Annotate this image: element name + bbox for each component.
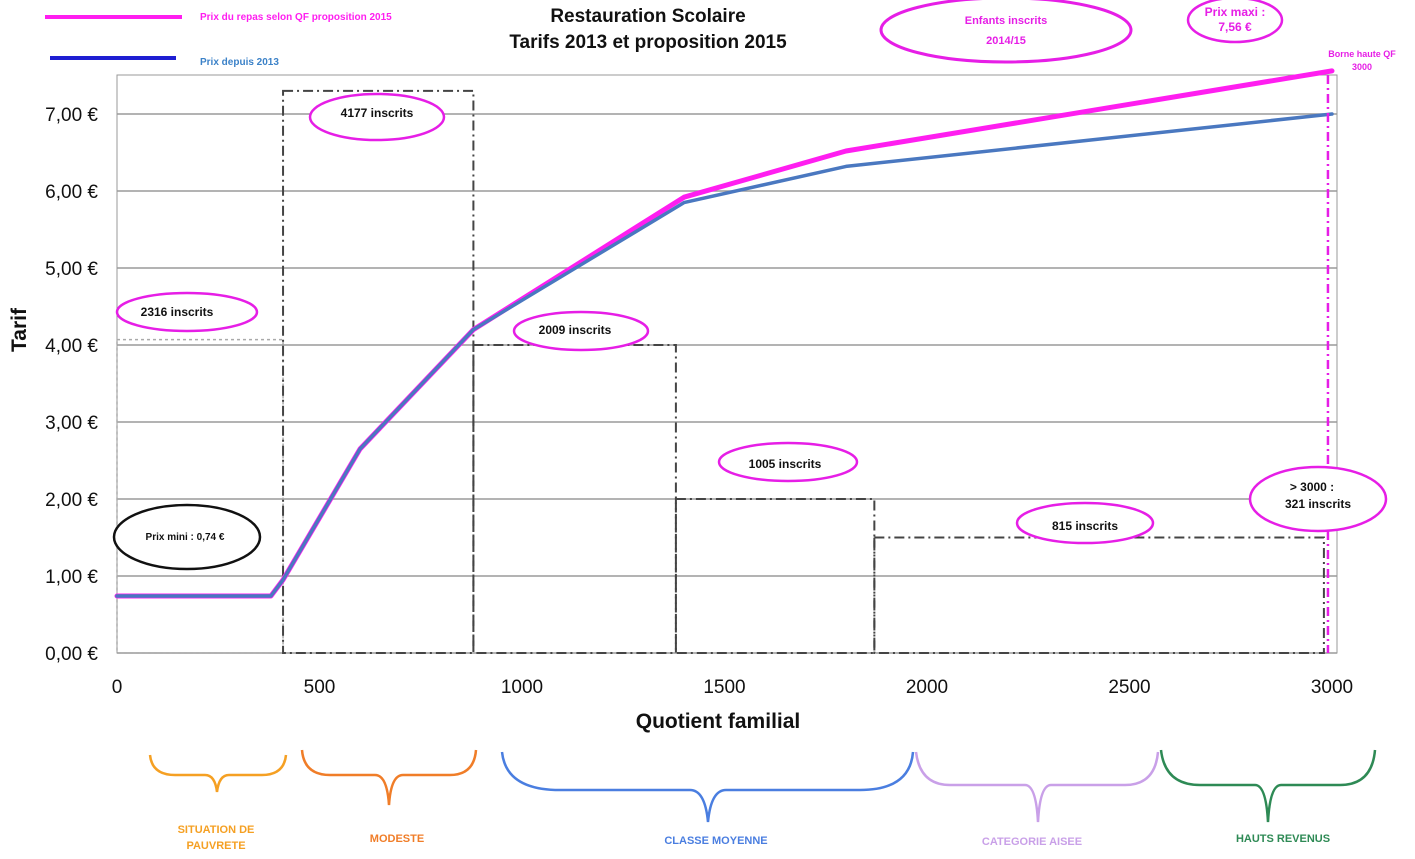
bracket-box-1 [282,89,475,654]
y-tick-labels: 0,00 € 1,00 € 2,00 € 3,00 € 4,00 € 5,00 € 6,00… [45,105,98,665]
segment-3-brace [914,751,1160,823]
x-tick-label: 2000 [906,677,948,698]
x-tick-label: 0 [112,677,123,698]
segment-4-label-line1: HAUTS REVENUS [1236,833,1330,845]
y-tick-label: 0,00 € [45,644,98,665]
chart-title-line1: Restauration Scolaire [550,6,745,27]
series-line-1 [115,112,1334,598]
bracket-label-4: 815 inscrits [1015,501,1155,545]
x-axis-title: Quotient familial [636,710,801,733]
population-brackets [116,89,1325,654]
prix-maxi-line1: Prix maxi : [1205,5,1266,19]
legend-label-2015: Prix du repas selon QF proposition 2015 [200,12,392,23]
y-tick-label: 1,00 € [45,567,98,588]
bracket-label-2: 2009 inscrits [512,310,650,352]
x-tick-label: 1500 [703,677,745,698]
bracket-label-3: 1005 inscrits [717,441,859,483]
y-tick-label: 5,00 € [45,259,98,280]
enfants-inscrits-line2: 2014/15 [986,35,1026,47]
grid-lines [117,113,1337,654]
y-tick-label: 4,00 € [45,336,98,357]
segment-0-label-line2: PAUVRETE [186,840,245,852]
chart-title-line2: Tarifs 2013 et proposition 2015 [509,32,787,53]
bracket-label-4-text: 815 inscrits [1052,519,1118,533]
prix-maxi-line2: 7,56 € [1218,20,1252,34]
segment-4: HAUTS REVENUS [1159,749,1377,845]
segment-3: CATEGORIE AISEE [914,751,1160,848]
above-3000-line2: 321 inscrits [1285,497,1351,511]
y-tick-label: 7,00 € [45,105,98,126]
segment-4-brace [1159,749,1377,823]
prix-mini-callout: Prix mini : 0,74 € [112,503,262,571]
borne-haute-line2: 3000 [1352,62,1372,72]
legend-label-2013: Prix depuis 2013 [200,57,279,68]
segment-2-brace [500,751,915,823]
segment-1: MODESTE [300,749,478,845]
segment-2-label-line1: CLASSE MOYENNE [664,835,767,847]
segment-2: CLASSE MOYENNE [500,751,915,847]
x-tick-label: 500 [304,677,336,698]
plot-area [116,74,1338,654]
prix-maxi-callout: Prix maxi : 7,56 € [1186,0,1284,44]
y-axis-title: Tarif [8,307,31,352]
series-lines [114,68,1335,599]
borne-haute-line1: Borne haute QF [1328,49,1396,59]
segment-1-brace [300,749,478,806]
y-tick-label: 2,00 € [45,490,98,511]
above-3000-callout: > 3000 : 321 inscrits [1248,465,1388,533]
segment-0: SITUATION DE PAUVRETE [148,754,288,852]
enfants-inscrits-line1: Enfants inscrits [965,15,1048,27]
segment-1-label-line1: MODESTE [370,833,424,845]
segment-3-label-line1: CATEGORIE AISEE [982,836,1082,848]
enfants-inscrits-callout: Enfants inscrits 2014/15 [879,0,1133,64]
x-tick-label: 2500 [1108,677,1150,698]
x-tick-labels: 0 500 1000 1500 2000 2500 3000 [112,677,1353,698]
bracket-box-0 [116,338,284,654]
segment-0-brace [148,754,288,793]
bracket-label-2-text: 2009 inscrits [539,323,612,337]
bracket-label-1: 4177 inscrits [308,92,446,142]
y-tick-label: 3,00 € [45,413,98,434]
bracket-label-0: 2316 inscrits [115,291,259,333]
above-3000-line1: > 3000 : [1290,480,1334,494]
bracket-label-1-text: 4177 inscrits [341,106,414,120]
x-tick-label: 3000 [1311,677,1353,698]
bracket-box-3 [674,498,876,654]
bracket-box-4 [873,536,1325,654]
bracket-label-0-text: 2316 inscrits [141,305,214,319]
y-tick-label: 6,00 € [45,182,98,203]
x-tick-label: 1000 [501,677,543,698]
bracket-label-3-text: 1005 inscrits [749,457,822,471]
prix-mini-text: Prix mini : 0,74 € [146,532,225,543]
segment-0-label-line1: SITUATION DE [178,824,255,836]
